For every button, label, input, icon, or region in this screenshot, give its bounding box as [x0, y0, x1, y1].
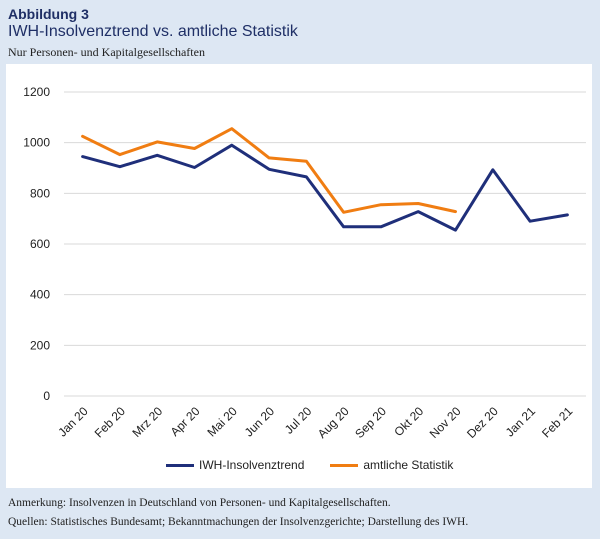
- x-tick-label: Mai 20: [204, 404, 240, 440]
- y-tick-label: 0: [43, 389, 50, 403]
- figure-label: Abbildung 3: [8, 6, 89, 22]
- series-line-amtlich: [81, 127, 457, 214]
- y-tick-label: 600: [30, 237, 50, 251]
- x-tick-label: Dez 20: [464, 404, 501, 441]
- footnote-remark: Anmerkung: Insolvenzen in Deutschland vo…: [8, 497, 391, 509]
- y-tick-label: 400: [30, 288, 50, 302]
- x-tick-label: Feb 21: [539, 404, 576, 441]
- x-tick-label: Aug 20: [315, 404, 352, 441]
- legend-item-amtlich: amtliche Statistik: [330, 458, 453, 472]
- x-tick-label: Jan 21: [503, 404, 539, 440]
- y-tick-label: 1200: [23, 85, 50, 99]
- x-tick-label: Jan 20: [55, 404, 91, 440]
- chart-panel: 0 200 400 600 800 1000 1200 Jan 20 Feb 20 Mrz 20 A…: [6, 64, 592, 488]
- legend-swatch-iwh: [166, 463, 194, 467]
- legend-label-iwh: IWH-Insolvenztrend: [199, 458, 305, 472]
- legend: IWH-Insolvenztrend amtliche Statistik: [166, 458, 453, 472]
- x-tick-label: Jul 20: [282, 404, 315, 437]
- x-tick-label: Jun 20: [242, 404, 278, 440]
- x-tick-label: Nov 20: [427, 404, 464, 441]
- y-tick-label: 1000: [23, 136, 50, 150]
- x-tick-label: Feb 20: [92, 404, 129, 441]
- footnote-sources: Quellen: Statistisches Bundesamt; Bekann…: [8, 516, 469, 528]
- chart-title: IWH-Insolvenztrend vs. amtliche Statisti…: [8, 23, 298, 40]
- y-tick-label: 800: [30, 186, 50, 200]
- chart-subtitle: Nur Personen- und Kapitalgesellschaften: [8, 45, 205, 59]
- x-tick-label: Okt 20: [391, 404, 426, 439]
- x-tick-label: Sep 20: [352, 404, 389, 441]
- y-tick-label: 200: [30, 338, 50, 352]
- legend-label-amtlich: amtliche Statistik: [363, 458, 454, 472]
- legend-item-iwh: IWH-Insolvenztrend: [166, 458, 304, 472]
- x-tick-label: Mrz 20: [129, 404, 165, 440]
- legend-swatch-amtlich: [330, 463, 359, 467]
- x-tick-label: Apr 20: [168, 404, 203, 439]
- series-line-iwh: [81, 143, 569, 232]
